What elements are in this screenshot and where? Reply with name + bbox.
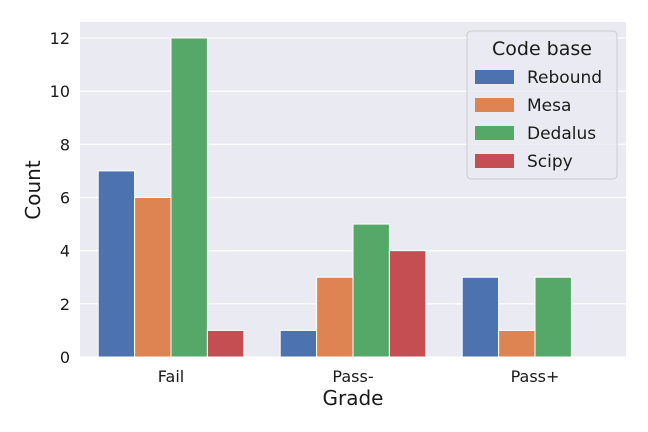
legend-label-scipy: Scipy (527, 152, 573, 172)
x-tick-labels: Fail Pass- Pass+ (158, 367, 560, 386)
legend-swatch-dedalus (475, 126, 514, 140)
y-tick-label: 10 (50, 82, 70, 101)
legend: Code base Rebound Mesa Dedalus Scipy (466, 30, 618, 180)
y-tick-labels: 0 2 4 6 8 10 12 (50, 29, 70, 367)
legend-label-mesa: Mesa (527, 96, 571, 116)
legend-label-rebound: Rebound (527, 68, 602, 88)
x-axis-label: Grade (323, 386, 384, 410)
y-tick-label: 4 (60, 242, 70, 261)
bar-mesa-fail (134, 196, 172, 358)
bar-scipy-passminus (388, 250, 427, 358)
y-axis-label: Count (21, 160, 45, 220)
bar-rebound-passminus (279, 329, 318, 358)
bar-rebound-fail (97, 170, 136, 358)
y-tick-label: 8 (60, 135, 70, 154)
bar-mesa-passplus (498, 329, 536, 358)
y-tick-label: 0 (60, 348, 70, 367)
y-tick-label: 6 (60, 188, 70, 207)
bars (97, 37, 572, 358)
bar-dedalus-passplus (534, 276, 572, 358)
x-tick-label: Fail (158, 367, 184, 386)
y-tick-label: 12 (50, 29, 70, 48)
legend-box (466, 30, 618, 180)
legend-title: Code base (492, 38, 592, 60)
bar-mesa-passminus (316, 276, 354, 358)
bar-dedalus-passminus (352, 223, 390, 358)
legend-swatch-scipy (475, 154, 514, 168)
legend-swatch-mesa (475, 98, 514, 112)
bar-dedalus-fail (170, 37, 208, 358)
bar-scipy-fail (206, 329, 245, 358)
legend-swatch-rebound (475, 70, 514, 84)
x-tick-label: Pass- (332, 367, 373, 386)
legend-label-dedalus: Dedalus (527, 124, 596, 144)
x-tick-label: Pass+ (511, 367, 560, 386)
bar-rebound-passplus (461, 276, 500, 358)
y-tick-label: 2 (60, 295, 70, 314)
